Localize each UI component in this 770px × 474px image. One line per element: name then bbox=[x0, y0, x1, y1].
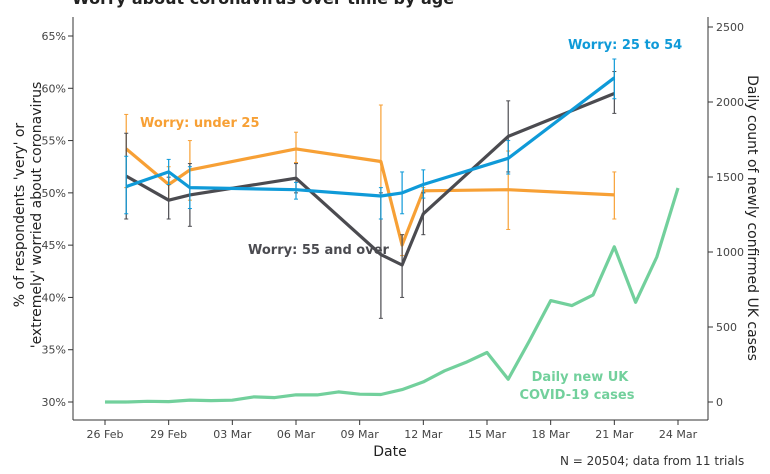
annotation-25-to-54: Worry: 25 to 54 bbox=[568, 38, 682, 53]
x-tick-label: 12 Mar bbox=[404, 428, 443, 441]
x-tick-label: 09 Mar bbox=[341, 428, 380, 441]
y-tick-label: 35% bbox=[42, 344, 66, 357]
y2-tick-label: 1000 bbox=[716, 246, 744, 259]
y2-tick-label: 2000 bbox=[716, 96, 744, 109]
x-tick-label: 21 Mar bbox=[595, 428, 634, 441]
y-axis-label: % of respondents 'very' or'extremely' wo… bbox=[12, 82, 45, 349]
annotation-under-25: Worry: under 25 bbox=[140, 116, 260, 131]
series-line bbox=[126, 149, 614, 245]
x-tick-label: 06 Mar bbox=[277, 428, 316, 441]
x-tick-label: 18 Mar bbox=[532, 428, 571, 441]
series-line bbox=[126, 78, 614, 196]
y-tick-label: 65% bbox=[42, 30, 66, 43]
x-tick-label: 03 Mar bbox=[213, 428, 252, 441]
y2-tick-label: 0 bbox=[716, 396, 723, 409]
y-tick-label: 40% bbox=[42, 291, 66, 304]
y-tick-label: 60% bbox=[42, 82, 66, 95]
y2-axis-label: Daily count of newly confirmed UK cases bbox=[744, 75, 760, 361]
annotation-cases-line2: COVID-19 cases bbox=[520, 388, 635, 403]
footnote: N = 20504; data from 11 trials bbox=[560, 454, 744, 468]
y-axis-label-line1: % of respondents 'very' or bbox=[12, 123, 28, 308]
annotation-cases-line1: Daily new UK bbox=[532, 370, 630, 385]
y2-tick-label: 1500 bbox=[716, 171, 744, 184]
y-tick-label: 45% bbox=[42, 239, 66, 252]
y2-tick-label: 2500 bbox=[716, 21, 744, 34]
y-tick-label: 30% bbox=[42, 396, 66, 409]
y-tick-label: 50% bbox=[42, 187, 66, 200]
x-axis-label: Date bbox=[373, 444, 406, 460]
annotation-55-and-over: Worry: 55 and over bbox=[248, 243, 390, 258]
x-tick-label: 15 Mar bbox=[468, 428, 507, 441]
x-tick-label: 24 Mar bbox=[659, 428, 698, 441]
y-tick-label: 55% bbox=[42, 135, 66, 148]
x-tick-label: 26 Feb bbox=[87, 428, 124, 441]
chart-title: Worry about coronavirus over time by age bbox=[72, 0, 454, 8]
x-tick-label: 29 Feb bbox=[150, 428, 187, 441]
y-axis-label-line2: 'extremely' worried about coronavirus bbox=[29, 82, 45, 349]
y2-tick-label: 500 bbox=[716, 321, 737, 334]
